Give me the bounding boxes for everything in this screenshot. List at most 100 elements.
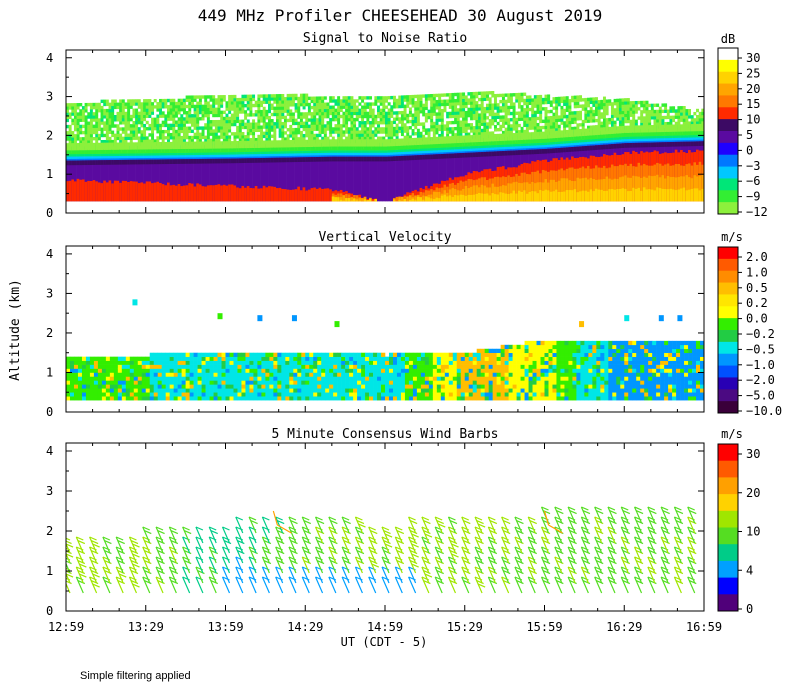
snr-cell — [222, 98, 226, 102]
snr-cell — [278, 140, 282, 148]
snr-cell — [299, 155, 303, 158]
snr-cell — [486, 128, 489, 132]
snr-cell — [363, 199, 367, 202]
snr-cell — [103, 108, 107, 113]
snr-cell — [167, 155, 170, 158]
snr-cell — [523, 120, 527, 124]
snr-cell — [281, 134, 285, 138]
snr-cell — [169, 185, 173, 202]
snr-cell — [87, 127, 91, 132]
snr-cell — [602, 140, 606, 144]
snr-cell — [464, 185, 468, 202]
snr-cell — [135, 133, 139, 137]
snr-cell — [608, 140, 612, 143]
snr-cell — [76, 106, 80, 110]
snr-cell — [286, 109, 290, 113]
snr-cell — [374, 121, 378, 125]
snr-cell — [347, 139, 351, 147]
snr-cell — [371, 139, 375, 147]
snr-cell — [379, 111, 383, 116]
snr-cell — [294, 146, 298, 152]
snr-cell — [260, 119, 264, 123]
snr-cell — [613, 114, 617, 118]
snr-cell — [201, 148, 205, 153]
snr-cell — [581, 126, 585, 130]
snr-cell — [499, 115, 503, 119]
snr-cell — [254, 122, 258, 126]
snr-cell — [377, 156, 380, 202]
snr-cell — [265, 116, 269, 120]
snr-cell — [579, 146, 583, 152]
snr-cell — [411, 144, 415, 150]
snr-cell — [206, 113, 210, 118]
snr-cell — [254, 137, 258, 142]
snr-cell — [79, 115, 83, 119]
snr-cell — [260, 156, 264, 159]
snr-cell — [486, 106, 489, 111]
snr-cell — [249, 94, 253, 98]
snr-cell — [443, 99, 447, 103]
snr-cell — [262, 94, 266, 98]
snr-cell — [214, 141, 218, 149]
snr-cell — [252, 131, 256, 136]
snr-cell — [89, 156, 93, 159]
snr-cell — [382, 99, 386, 103]
snr-cell — [470, 145, 474, 149]
snr-cell — [366, 200, 370, 202]
snr-cell — [515, 123, 519, 128]
snr-cell — [164, 148, 168, 154]
snr-cell — [164, 105, 168, 109]
snr-cell — [440, 121, 444, 125]
snr-cell — [137, 136, 141, 140]
snr-cell — [161, 155, 165, 158]
snr-cell — [92, 102, 96, 107]
snr-cell — [411, 155, 415, 202]
snr-cell — [97, 105, 101, 110]
snr-cell — [132, 108, 136, 112]
snr-cell — [608, 133, 612, 139]
snr-cell — [547, 119, 551, 123]
snr-cell — [656, 138, 660, 141]
snr-cell — [151, 157, 155, 160]
snr-cell — [501, 121, 505, 125]
snr-cell — [148, 181, 152, 202]
snr-cell — [480, 141, 484, 146]
snr-cell — [185, 157, 189, 160]
snr-cell — [446, 153, 450, 159]
snr-cell — [419, 153, 423, 156]
snr-cell — [552, 125, 556, 129]
snr-cell — [408, 95, 412, 99]
snr-cell — [504, 140, 508, 145]
snr-cell — [493, 133, 497, 142]
snr-cell — [321, 152, 325, 156]
snr-cell — [626, 113, 630, 117]
snr-cell — [576, 101, 580, 106]
snr-cell — [100, 130, 104, 135]
snr-cell — [249, 138, 253, 142]
snr-cell — [278, 157, 282, 202]
snr-cell — [478, 192, 481, 202]
snr-cell — [563, 127, 567, 131]
snr-cell — [584, 128, 588, 136]
snr-cell — [182, 185, 186, 202]
snr-cell — [225, 132, 229, 136]
snr-cell — [206, 123, 210, 127]
snr-cell — [602, 108, 606, 113]
snr-cell — [339, 102, 343, 106]
snr-cell — [533, 129, 537, 133]
snr-cell — [509, 99, 513, 103]
snr-cell — [552, 144, 556, 147]
snr-cell — [246, 158, 250, 163]
snr-cell — [73, 150, 77, 155]
snr-cell — [369, 156, 373, 202]
snr-cell — [289, 112, 293, 116]
snr-cell — [390, 139, 394, 147]
snr-cell — [206, 120, 210, 124]
snr-cell — [217, 129, 221, 133]
snr-cell — [605, 176, 609, 202]
snr-cell — [151, 155, 155, 158]
snr-cell — [483, 91, 487, 95]
snr-cell — [254, 103, 258, 108]
snr-cell — [172, 117, 176, 121]
snr-cell — [480, 107, 484, 111]
